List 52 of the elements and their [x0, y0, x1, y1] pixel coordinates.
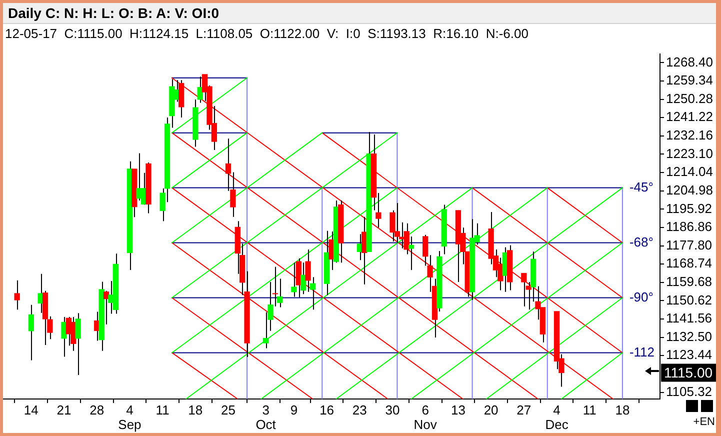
x-tick-label: 11 [156, 402, 170, 418]
y-tick-label: 1168.74 [666, 256, 712, 271]
candlestick [75, 312, 81, 376]
candlestick [408, 236, 414, 271]
candlestick [28, 304, 34, 361]
y-tick-label: 1150.62 [666, 292, 712, 308]
chart-subtitle: 12-05-17 C:1115.00 H:1124.15 L:1108.05 O:1122.00 V: I:0 S:1193.13 R:16.10 N:-6.00 [5, 26, 528, 41]
x-tick-label: 20 [484, 402, 498, 418]
y-tick-label: 1232.16 [666, 128, 713, 143]
y-tick-label: 1186.86 [666, 219, 712, 234]
chart-title: Daily C: N: H: L: O: B: A: V: OI:0 [8, 5, 220, 21]
x-tick-label: 27 [516, 402, 532, 418]
x-tick-label: 4 Dec [545, 402, 569, 432]
annotation: -112 [629, 344, 655, 360]
y-tick-label: 1223.10 [666, 146, 713, 161]
text: 1115.00 [664, 364, 713, 381]
x-tick-label: 23 [352, 402, 367, 418]
x-tick-label: 28 [90, 402, 104, 418]
x-tick-label: 30 [385, 402, 400, 418]
candlestick [61, 316, 67, 358]
annotation: -45° [629, 179, 654, 194]
y-tick-label: 1250.28 [666, 90, 713, 106]
y-tick-label: 1214.04 [666, 164, 713, 180]
x-tick-label: 14 [24, 402, 38, 418]
x-tick-label: 25 [221, 402, 236, 418]
x-tick-label: 3 Oct [256, 402, 276, 432]
x-tick-label: 9 [290, 402, 298, 418]
x-tick-label: 6 Nov [414, 402, 438, 432]
x-tick-label: 18 [188, 402, 203, 418]
y-tick-label: 1132.50 [666, 328, 712, 344]
y-tick-label: 1268.40 [666, 54, 713, 70]
y-tick-label: 1195.92 [666, 200, 712, 216]
y-tick-label: 1259.34 [666, 72, 713, 88]
x-tick-label: 13 [450, 402, 466, 418]
x-tick-label: 18 [615, 402, 630, 418]
y-tick-label: 1241.22 [666, 109, 713, 124]
y-tick-label: 1123.44 [666, 347, 712, 362]
annotation: -90° [629, 289, 654, 304]
candlestick [305, 248, 311, 292]
y-tick-label: 1159.68 [666, 274, 712, 289]
y-tick-label: 1105.32 [666, 384, 712, 399]
annotation: -68° [629, 234, 654, 250]
text: +EN [693, 416, 715, 428]
candlestick [291, 262, 297, 298]
y-tick-label: 1141.56 [666, 310, 712, 326]
x-tick-label: 11 [582, 402, 596, 418]
y-tick-label: 1177.80 [666, 237, 712, 252]
x-tick-label: 16 [320, 402, 334, 418]
x-tick-label: 4 Sep [118, 402, 142, 432]
candlestick [14, 280, 20, 310]
y-tick-label: 1204.98 [666, 182, 713, 198]
x-tick-label: 21 [56, 402, 72, 418]
